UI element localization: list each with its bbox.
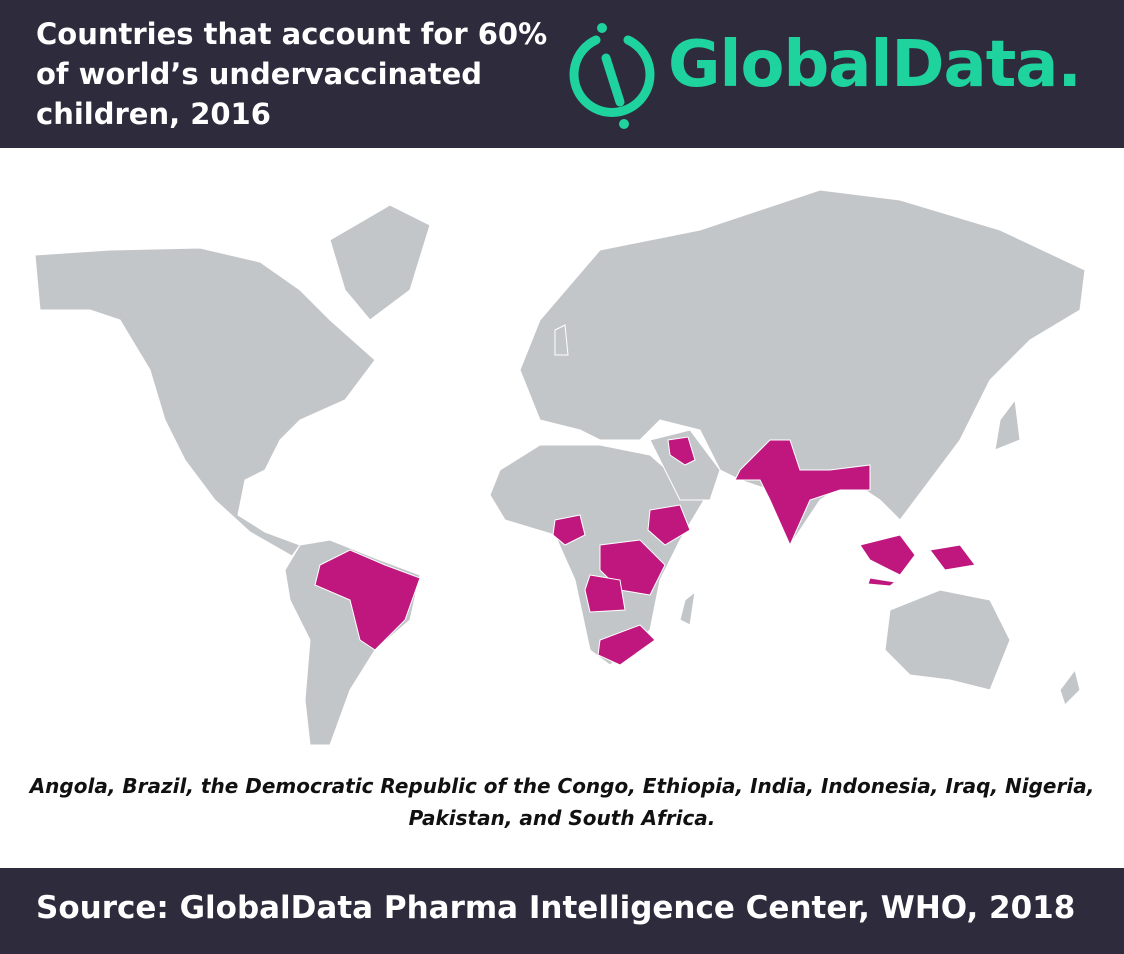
world-map [34,189,1086,746]
title: Countries that account for 60% of world’… [36,17,548,131]
header: Countries that account for 60% of world’… [0,0,1124,148]
source: Source: GlobalData Pharma Intelligence C… [36,890,1076,926]
logo: GlobalData. [668,28,1082,102]
caption: Angola, Brazil, the Democratic Republic … [29,774,1095,830]
footer: Source: GlobalData Pharma Intelligence C… [0,868,1124,954]
logo-icon [569,23,655,129]
